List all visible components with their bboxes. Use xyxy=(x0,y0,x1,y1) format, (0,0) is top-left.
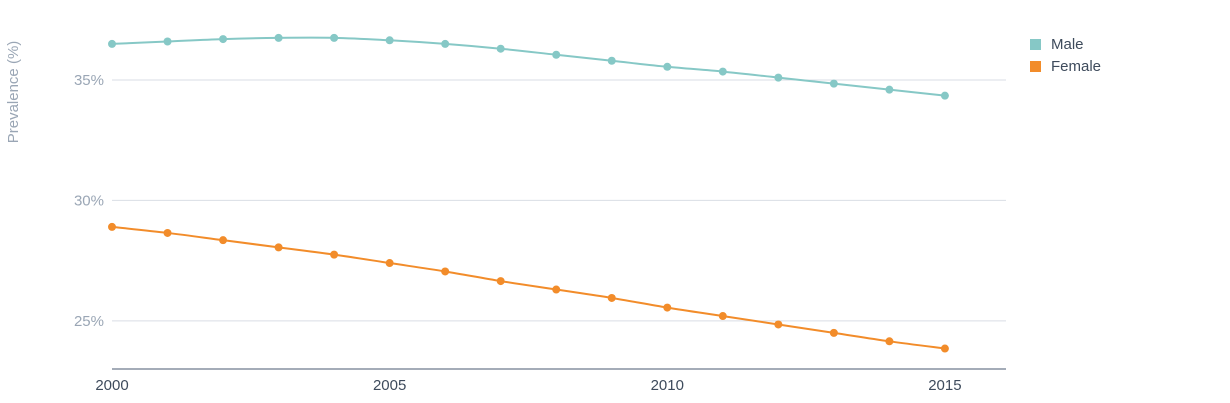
data-point-male xyxy=(108,39,116,48)
x-tick-label: 2010 xyxy=(651,377,684,394)
data-point-female xyxy=(774,320,783,329)
data-point-female xyxy=(663,303,672,312)
data-point-male xyxy=(385,36,394,45)
axes: 25% 30% 35% 2000 2005 2010 2015 xyxy=(74,72,1006,394)
y-axis-title: Prevalence (%) xyxy=(5,41,22,144)
data-point-female xyxy=(385,259,394,268)
data-point-female xyxy=(274,243,283,252)
x-tick-label: 2000 xyxy=(95,377,128,394)
data-point-female xyxy=(552,285,561,294)
data-point-male xyxy=(163,37,172,46)
series-line-female xyxy=(111,225,946,350)
data-point-male xyxy=(940,91,949,100)
data-point-female xyxy=(163,228,172,237)
data-point-female xyxy=(496,277,505,286)
data-point-female xyxy=(829,328,838,337)
data-point-male xyxy=(663,62,672,71)
legend-swatch-male xyxy=(1030,38,1041,50)
data-point-male xyxy=(774,73,783,82)
data-point-female xyxy=(718,312,727,321)
legend-label-male: Male xyxy=(1051,35,1084,53)
series-line-male xyxy=(111,36,946,97)
y-tick-label: 25% xyxy=(74,313,104,330)
data-point-female xyxy=(219,236,228,245)
data-point-male xyxy=(330,33,339,42)
data-point-male xyxy=(718,67,727,76)
data-point-male xyxy=(219,35,228,44)
data-point-female xyxy=(330,250,339,259)
grid-lines xyxy=(112,79,1006,322)
legend-swatch-female xyxy=(1030,60,1041,72)
data-point-male xyxy=(274,33,283,42)
data-point-male xyxy=(496,44,505,53)
data-point-female xyxy=(885,337,894,346)
series-lines xyxy=(111,36,946,350)
y-tick-label: 30% xyxy=(74,192,104,209)
data-point-male xyxy=(829,79,838,88)
data-points xyxy=(108,33,949,353)
data-point-male xyxy=(607,56,616,65)
data-point-male xyxy=(441,39,450,48)
y-tick-label: 35% xyxy=(74,72,104,89)
legend-item-female[interactable]: Female xyxy=(1030,55,1101,77)
data-point-female xyxy=(108,222,116,231)
data-point-female xyxy=(940,344,949,353)
data-point-male xyxy=(885,85,894,94)
x-tick-label: 2005 xyxy=(373,377,406,394)
data-point-male xyxy=(552,50,561,59)
legend-label-female: Female xyxy=(1051,57,1102,75)
legend-item-male[interactable]: Male xyxy=(1030,33,1101,55)
legend: Male Female xyxy=(1030,33,1101,77)
x-tick-label: 2015 xyxy=(928,377,961,394)
data-point-female xyxy=(607,293,616,302)
data-point-female xyxy=(441,267,450,276)
